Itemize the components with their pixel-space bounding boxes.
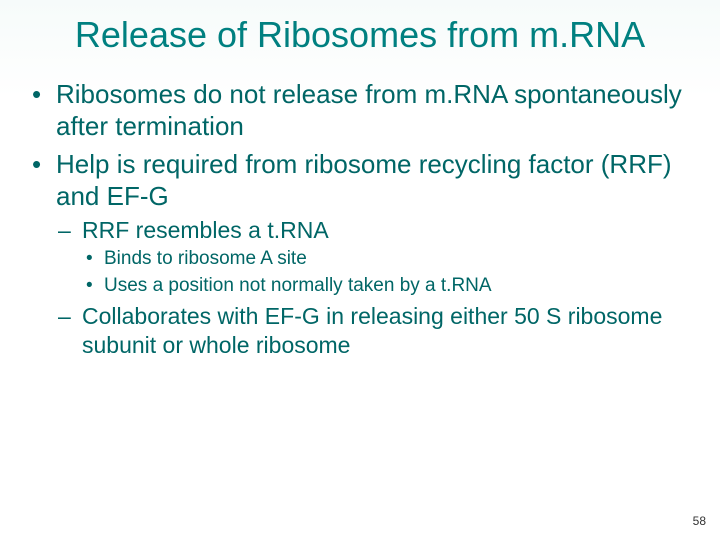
bullet-text: RRF resembles a t.RNA: [82, 217, 329, 243]
bullet-lvl1: Ribosomes do not release from m.RNA spon…: [26, 79, 702, 142]
bullet-text: Binds to ribosome A site: [104, 248, 307, 269]
bullet-text: Help is required from ribosome recycling…: [56, 149, 672, 211]
slide: Release of Ribosomes from m.RNA Ribosome…: [0, 0, 720, 540]
bullet-lvl3: Uses a position not normally taken by a …: [82, 274, 702, 299]
bullet-lvl2: Collaborates with EF-G in releasing eith…: [56, 302, 702, 360]
bullet-text: Collaborates with EF-G in releasing eith…: [82, 303, 662, 358]
page-number: 58: [693, 514, 706, 528]
bullet-list-lvl2: RRF resembles a t.RNA Binds to ribosome …: [56, 216, 702, 360]
bullet-list-lvl1: Ribosomes do not release from m.RNA spon…: [26, 79, 702, 360]
bullet-lvl1: Help is required from ribosome recycling…: [26, 149, 702, 360]
slide-title: Release of Ribosomes from m.RNA: [58, 14, 662, 55]
bullet-text: Uses a position not normally taken by a …: [104, 275, 492, 296]
bullet-lvl3: Binds to ribosome A site: [82, 247, 702, 272]
bullet-list-lvl3: Binds to ribosome A site Uses a position…: [82, 247, 702, 298]
bullet-text: Ribosomes do not release from m.RNA spon…: [56, 79, 682, 141]
bullet-lvl2: RRF resembles a t.RNA Binds to ribosome …: [56, 216, 702, 298]
